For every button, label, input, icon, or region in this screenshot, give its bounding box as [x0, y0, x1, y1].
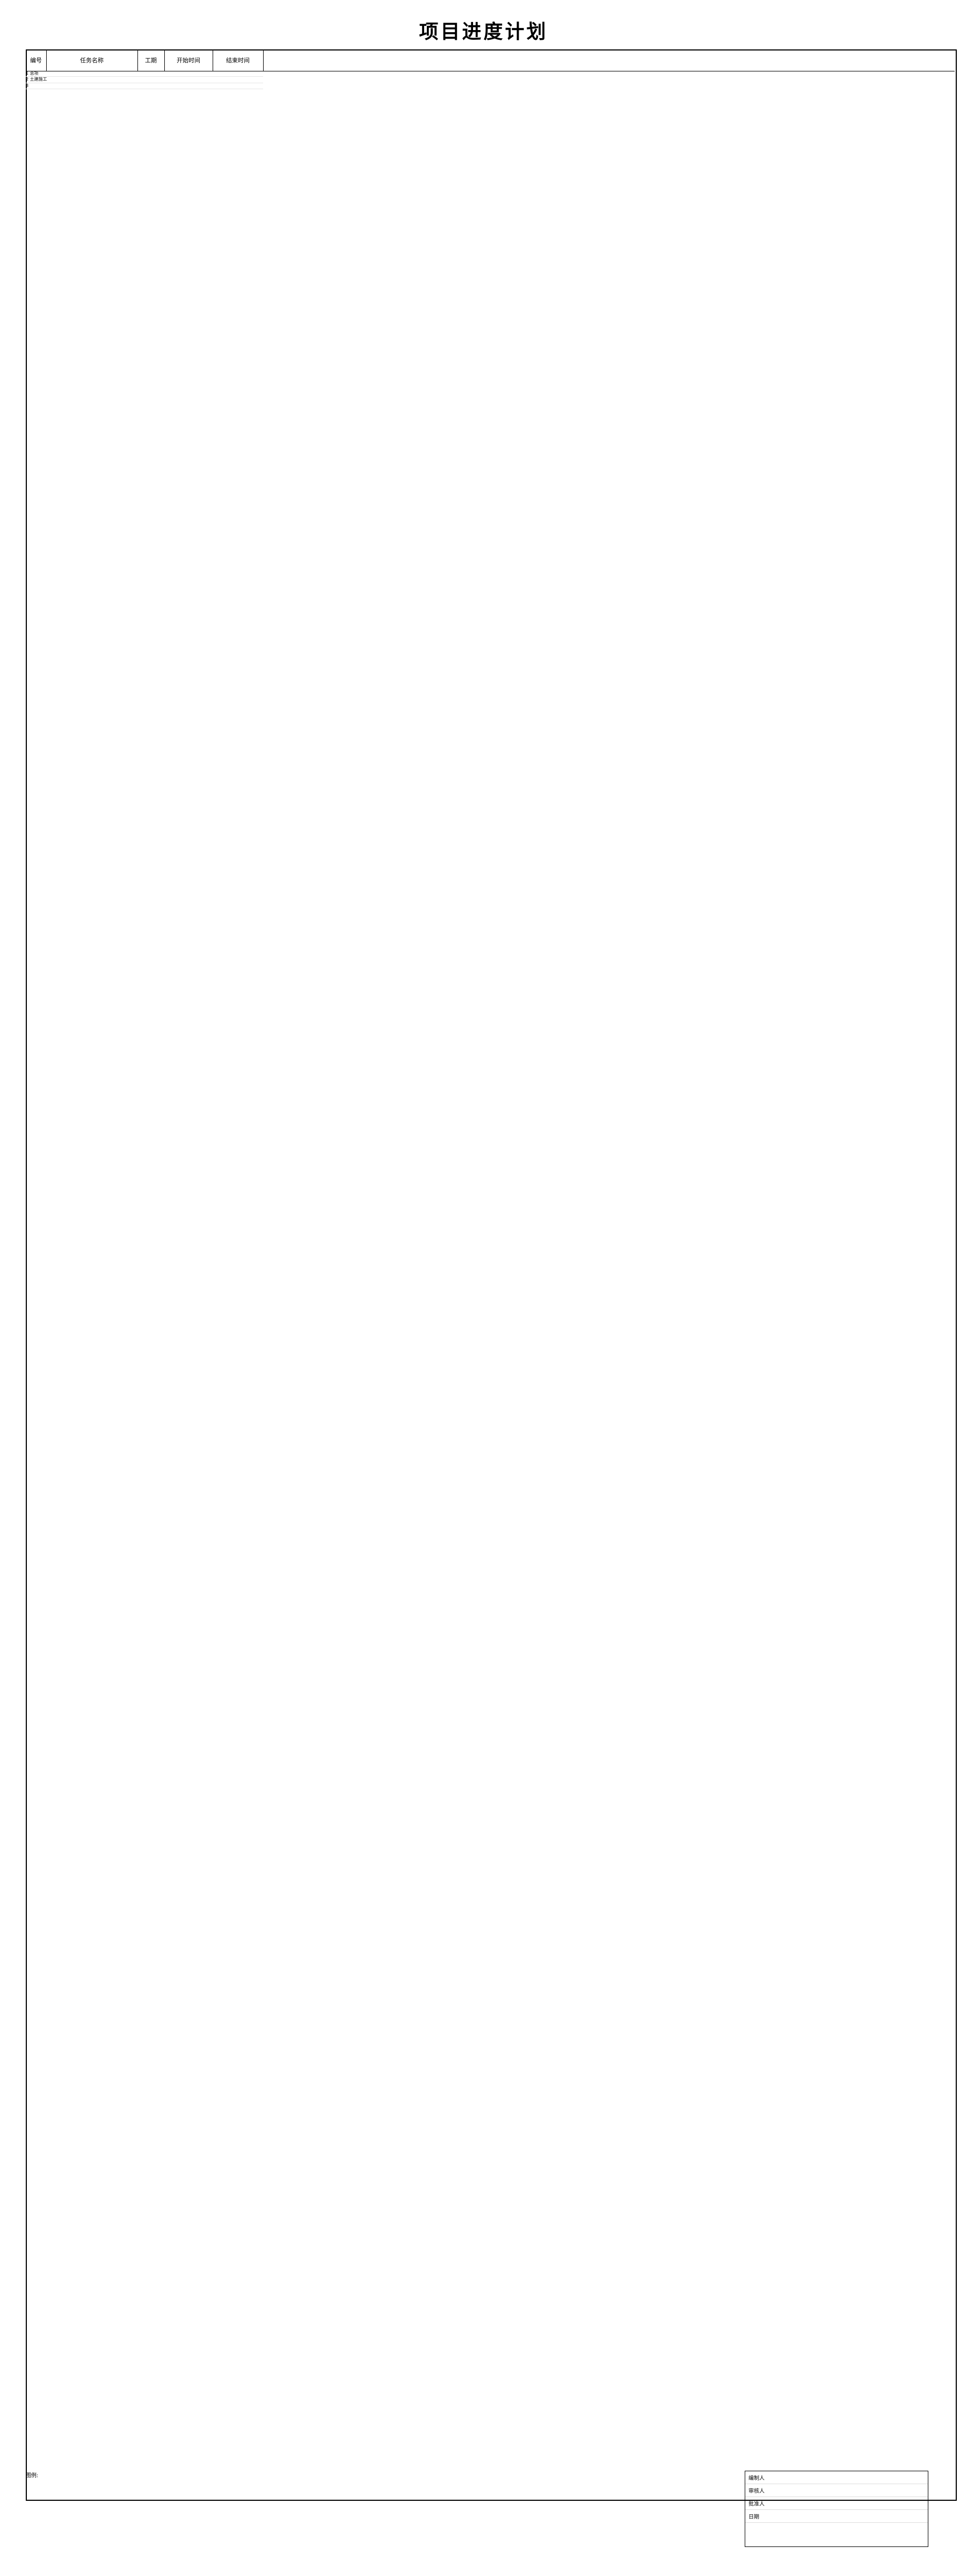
info-row: 日期: [745, 2510, 928, 2523]
task-row: 2 土建施工: [26, 77, 263, 83]
table-header: 编号 任务名称 工期 开始时间 结束时间: [26, 49, 955, 71]
info-row: 编制人: [745, 2471, 928, 2484]
timeline-header: [263, 49, 955, 71]
col-duration: 工期: [137, 49, 165, 71]
col-id: 编号: [26, 49, 47, 71]
page-title: 项目进度计划: [419, 20, 548, 43]
task-list: 1 总项 2 土建施工 3: [26, 71, 263, 90]
col-name: 任务名称: [46, 49, 138, 71]
info-row: 批准人: [745, 2497, 928, 2510]
task-row: 1 总项: [26, 71, 263, 77]
col-start: 开始时间: [164, 49, 213, 71]
gantt-chart: [263, 71, 955, 2434]
task-row: 3: [26, 83, 263, 90]
schedule-frame: [26, 49, 957, 2501]
info-box: 编制人 审核人 批准人 日期: [745, 2471, 928, 2547]
legend: 图例:: [26, 2473, 39, 2479]
col-end: 结束时间: [213, 49, 264, 71]
info-row: 审核人: [745, 2484, 928, 2497]
